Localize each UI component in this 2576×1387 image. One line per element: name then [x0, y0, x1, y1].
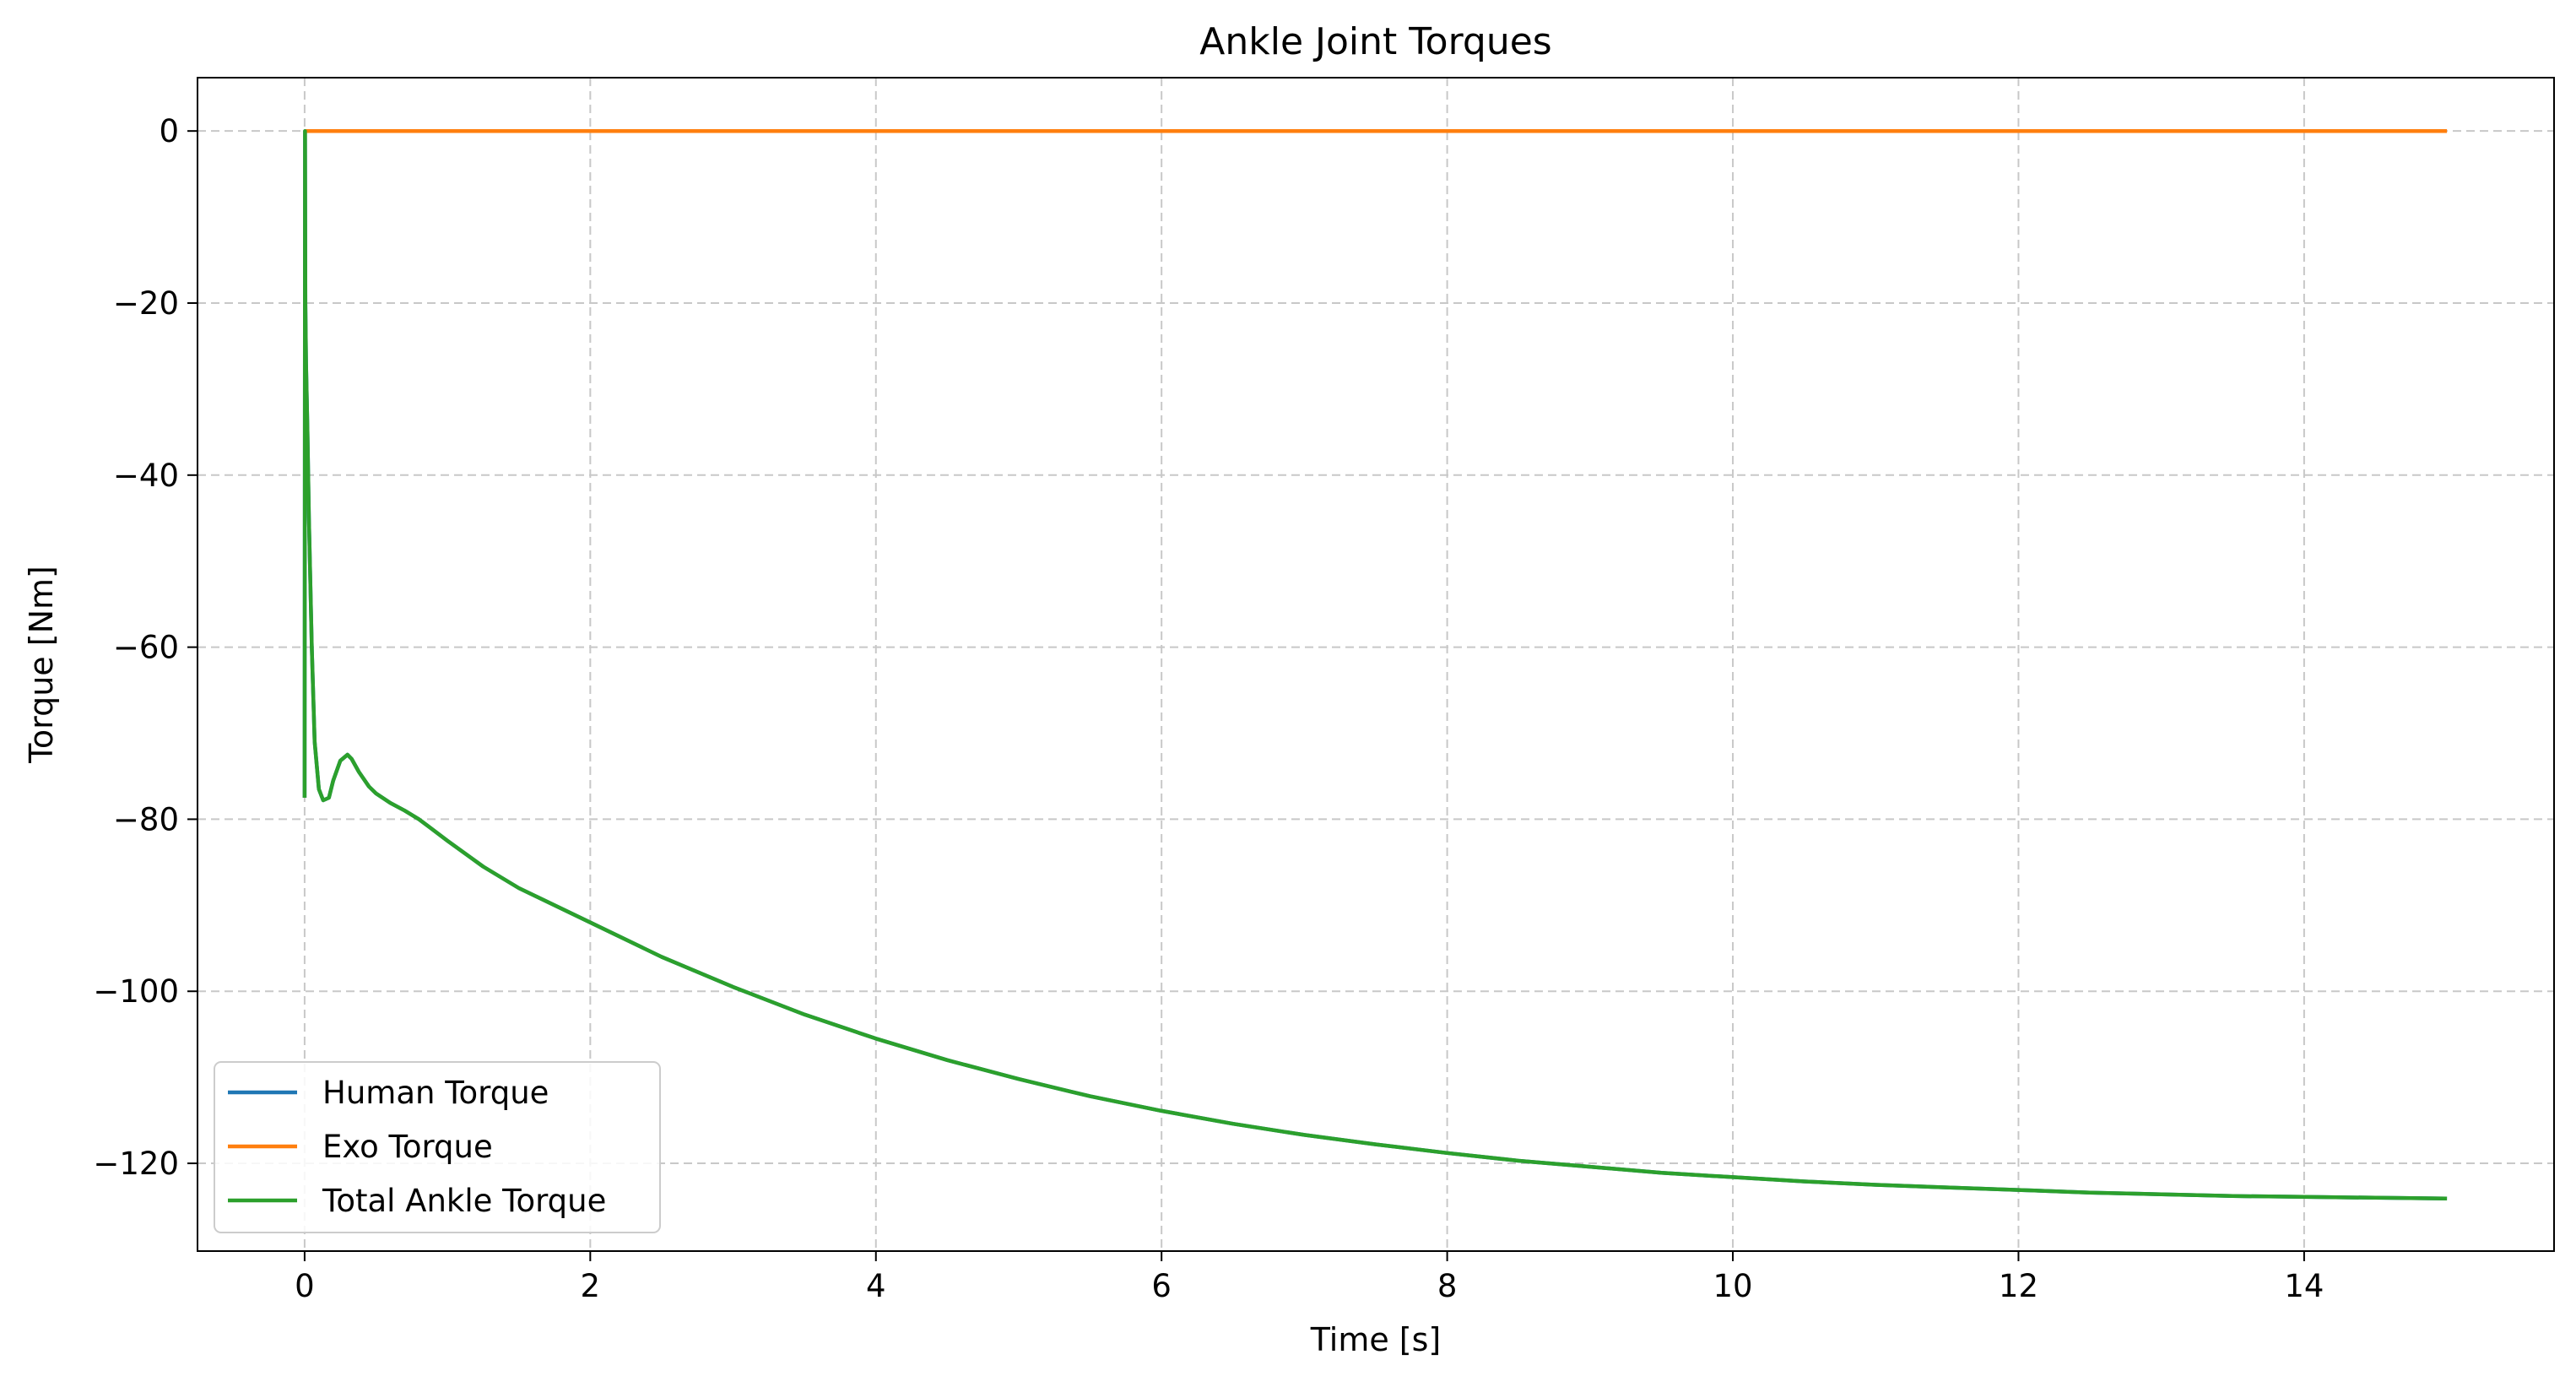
y-tick-label: 0 — [159, 113, 179, 149]
series-lines — [302, 128, 2448, 1201]
grid-lines — [198, 78, 2554, 1251]
x-axis-label: Time [s] — [1310, 1321, 1442, 1358]
axis-ticks: 0 2 4 6 8 10 12 14 0 −20 −40 −60 −80 −100 −120 — [93, 113, 2324, 1304]
legend-label: Exo Torque — [322, 1129, 493, 1165]
x-tick-label: 8 — [1437, 1268, 1458, 1304]
series-line-human-torque — [302, 128, 2448, 1201]
chart-title: Ankle Joint Torques — [1199, 20, 1551, 63]
legend-label: Human Torque — [322, 1075, 549, 1111]
x-tick-label: 14 — [2284, 1268, 2324, 1304]
x-tick-label: 0 — [295, 1268, 315, 1304]
axes-frame — [197, 77, 2555, 1252]
y-tick-label: −60 — [113, 630, 179, 666]
x-tick-label: 12 — [1999, 1268, 2038, 1304]
series-line-total-ankle-torque — [302, 128, 2448, 1201]
legend: Human Torque Exo Torque Total Ankle Torque — [214, 1061, 661, 1233]
y-tick-label: −100 — [93, 973, 179, 1010]
y-tick-label: −80 — [113, 801, 179, 837]
x-tick-label: 6 — [1151, 1268, 1172, 1304]
y-tick-label: −120 — [93, 1146, 179, 1182]
legend-box — [214, 1061, 661, 1233]
legend-label: Total Ankle Torque — [322, 1183, 606, 1219]
y-tick-label: −40 — [113, 458, 179, 494]
y-tick-label: −20 — [113, 285, 179, 322]
x-tick-label: 2 — [581, 1268, 601, 1304]
y-axis-label: Torque [Nm] — [23, 566, 60, 764]
x-tick-label: 4 — [866, 1268, 886, 1304]
x-tick-label: 10 — [1713, 1268, 1752, 1304]
